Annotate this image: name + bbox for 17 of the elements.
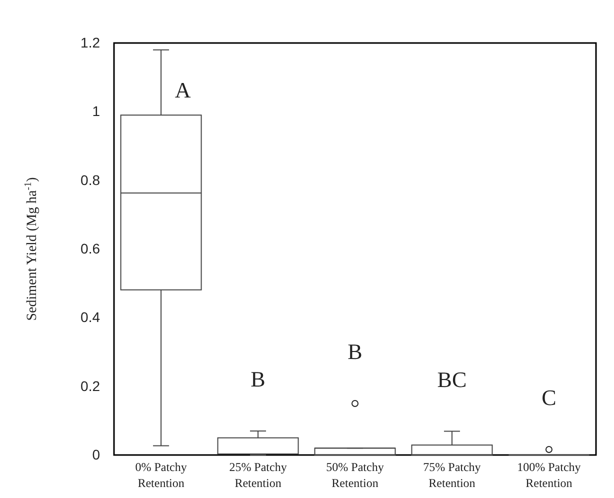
x-tick-label: 50% Patchy Retention bbox=[326, 460, 384, 490]
x-tick-label: 100% Patchy Retention bbox=[517, 460, 581, 490]
y-tick-label: 0 bbox=[92, 446, 100, 462]
y-tick-label: 0.4 bbox=[80, 309, 100, 326]
y-tick-label: 1.2 bbox=[80, 34, 100, 50]
x-tick-label: 75% Patchy Retention bbox=[423, 460, 481, 490]
y-tick-label: 1 bbox=[92, 103, 100, 120]
annotation: B bbox=[250, 366, 266, 392]
annotation: B bbox=[348, 339, 362, 364]
x-tick-label: 0% Patchy Retention bbox=[135, 460, 187, 490]
y-tick-label: 0.6 bbox=[80, 240, 100, 256]
y-tick-label: 0.2 bbox=[80, 378, 100, 394]
annotation: BC bbox=[437, 367, 467, 392]
annotation: C bbox=[542, 385, 556, 410]
x-tick-label: 25% Patchy Retention bbox=[229, 460, 287, 490]
y-tick-label: 0.8 bbox=[80, 172, 100, 188]
annotation: A bbox=[174, 78, 191, 103]
